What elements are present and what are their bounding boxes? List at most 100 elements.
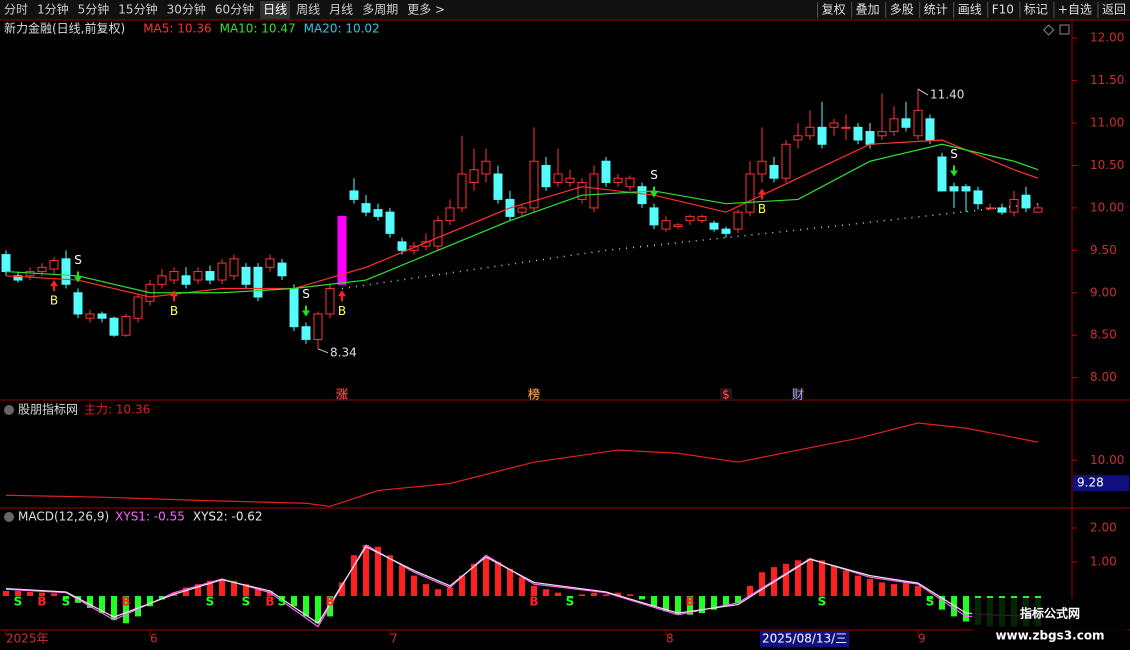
candle-body [397,241,407,251]
panel-icon[interactable] [4,512,14,522]
y-tick-label: 10.00 [1090,200,1124,214]
macd-bar [675,596,681,615]
panel-icon[interactable] [4,405,14,415]
candle-body [325,288,335,315]
macd-bar [447,587,453,597]
tab[interactable]: 分时 [4,3,28,17]
macd-bar [147,596,153,607]
tab[interactable]: 5分钟 [78,2,110,17]
macd-bar [555,592,561,597]
legend-entry: XYS2: -0.62 [193,510,263,524]
macd-bar [735,596,741,603]
icon[interactable] [1059,24,1070,35]
y-tick-label: 11.00 [1090,116,1124,130]
tab[interactable]: 更多 > [407,3,445,17]
candle-body [1033,207,1043,213]
event-badge[interactable] [792,388,804,401]
macd-bar [867,579,873,597]
toolbar-button[interactable]: 统计 [924,3,948,17]
macd-bar [243,584,249,597]
candle-body [49,260,59,270]
sell-label: S [74,253,82,267]
candle-body [85,313,95,319]
candle-body [649,207,659,226]
macd-bar [111,596,117,620]
sell-arrow [74,271,82,283]
candle-body [1,254,11,273]
event-badge[interactable] [336,388,348,401]
macd-bar [507,568,513,597]
legend-entry: MA10: 10.47 [220,22,296,36]
candle-body [577,181,587,200]
candle-body [433,220,443,247]
panel-title: MACD(12,26,9) [18,510,109,524]
panel-title: 股朋指标网 [18,402,78,417]
candle-body [805,126,815,137]
legend-entry: XYS1: -0.55 [115,510,185,524]
toolbar-button[interactable]: 画线 [958,3,982,17]
candle-body [601,160,611,183]
sell-label: S [926,595,935,609]
toolbar-button[interactable]: 标记 [1024,3,1048,17]
x-tick-label: 8 [666,632,674,646]
macd-bar [195,584,201,597]
candle-body [865,131,875,145]
series-line [5,545,1039,625]
toolbar-button[interactable]: 复权 [822,3,846,17]
candle-body [373,209,383,217]
event-label[interactable]: 财 [792,388,804,402]
candle-body [901,118,911,128]
tab[interactable]: 30分钟 [167,2,206,17]
y-tick-label: 9.00 [1090,285,1117,299]
tab[interactable]: 周线 [296,3,320,17]
candle-body [493,173,503,200]
tab[interactable]: 日线 [263,3,287,17]
macd-bar [87,596,93,608]
tab[interactable]: 60分钟 [215,2,254,17]
event-label[interactable]: 榜 [528,387,540,402]
y-tick-label: 10.00 [1090,453,1124,467]
macd-bar [687,596,693,615]
macd-bar [795,560,801,597]
candle-body [229,258,239,277]
toolbar-button[interactable]: 多股 [890,3,914,17]
event-badge[interactable] [720,388,732,401]
toolbar-button[interactable]: 叠加 [856,3,880,17]
macd-bar [567,596,573,598]
macd-bar [915,585,921,597]
tab[interactable]: 多周期 [362,3,398,17]
event-badge[interactable] [528,388,540,401]
macd-bar [15,590,21,597]
macd-bar [531,585,537,597]
candle-body [721,228,731,234]
x-tick-label: 9 [918,632,926,646]
event-label[interactable]: 涨 [336,387,348,402]
candle-body [625,177,635,188]
macd-bar [603,594,609,597]
sell-label: S [302,287,310,301]
macd-bar [423,584,429,597]
sell-label: S [242,595,251,609]
tab[interactable]: 15分钟 [118,2,157,17]
candle-body [793,135,803,141]
macd-bar [411,575,417,597]
macd-bar [831,565,837,597]
candle-body [961,186,971,192]
tab[interactable]: 1分钟 [37,2,69,17]
toolbar-button[interactable]: +自选 [1058,3,1092,17]
candle-body [241,266,251,285]
candle-body [385,211,395,234]
toolbar-button[interactable]: F10 [992,3,1014,17]
candle-body [37,266,47,273]
icon[interactable] [1043,24,1055,36]
event-label[interactable]: $ [722,388,730,402]
toolbar-button[interactable]: 返回 [1102,3,1126,17]
candle-body [733,211,743,230]
tab[interactable]: 月线 [329,3,353,17]
macd-bar [99,596,105,614]
series-line [5,422,1039,508]
macd-bar [939,596,945,610]
buy-label: B [121,595,130,609]
macd-bar [843,570,849,597]
